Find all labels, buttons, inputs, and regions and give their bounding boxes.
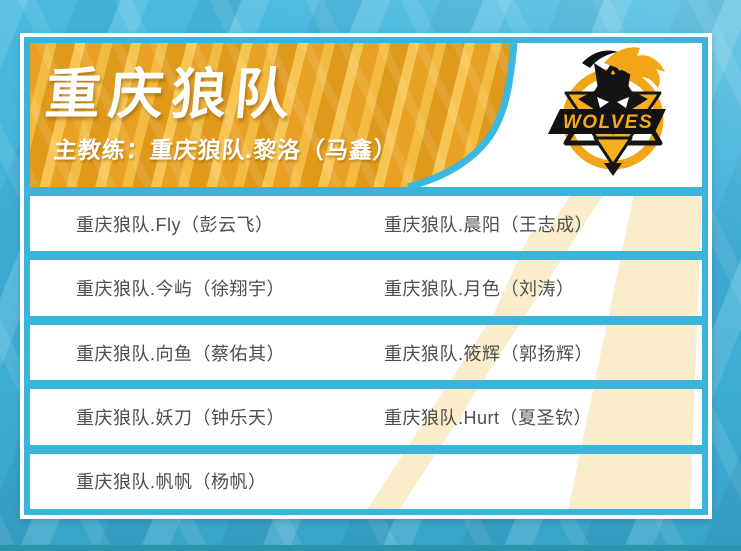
roster-row: 重庆狼队.向鱼（蔡佑其） 重庆狼队.筱辉（郭扬辉） bbox=[30, 325, 702, 380]
roster-row: 重庆狼队.妖刀（钟乐天） 重庆狼队.Hurt（夏圣钦） bbox=[30, 389, 702, 444]
chongqing-wolves-logo: WOLVES bbox=[548, 47, 666, 176]
player-roster: 重庆狼队.Fly（彭云飞） 重庆狼队.晨阳（王志成） 重庆狼队.今屿（徐翔宇） … bbox=[30, 196, 702, 509]
wolf-eye-right bbox=[617, 97, 629, 108]
logo-horn-black-accent bbox=[582, 50, 618, 68]
coach-line: 主教练：重庆狼队.黎洛（马鑫） bbox=[52, 137, 399, 163]
panel-curve-stripe bbox=[407, 43, 518, 187]
row-separator bbox=[30, 444, 702, 454]
roster-row: 重庆狼队.今屿（徐翔宇） 重庆狼队.月色（刘涛） bbox=[30, 260, 702, 315]
player-name: 重庆狼队.向鱼（蔡佑其） bbox=[76, 343, 285, 364]
logo-bottom-black-point bbox=[604, 163, 622, 176]
player-name: 重庆狼队.Hurt（夏圣钦） bbox=[384, 407, 593, 428]
player-name: 重庆狼队.妖刀（钟乐天） bbox=[76, 407, 285, 428]
roster-row: 重庆狼队.帆帆（杨帆） bbox=[30, 454, 702, 509]
player-name: 重庆狼队.晨阳（王志成） bbox=[384, 214, 593, 235]
team-name: 重庆狼队 bbox=[42, 63, 301, 125]
logo-panel: WOLVES bbox=[402, 43, 702, 187]
player-name: 重庆狼队.筱辉（郭扬辉） bbox=[384, 343, 593, 364]
roster-card: 重庆狼队 主教练：重庆狼队.黎洛（马鑫） bbox=[20, 33, 712, 519]
lightning-decor bbox=[30, 196, 702, 509]
wolf-face bbox=[578, 63, 648, 135]
row-separator bbox=[30, 315, 702, 325]
roster-rowlist: 重庆狼队.Fly（彭云飞） 重庆狼队.晨阳（王志成） 重庆狼队.今屿（徐翔宇） … bbox=[30, 196, 702, 509]
roster-row: 重庆狼队.Fly（彭云飞） 重庆狼队.晨阳（王志成） bbox=[30, 196, 702, 251]
card-content: 重庆狼队 主教练：重庆狼队.黎洛（马鑫） bbox=[30, 43, 702, 509]
logo-wordmark: WOLVES bbox=[563, 112, 653, 133]
player-name: 重庆狼队.Fly（彭云飞） bbox=[76, 214, 274, 235]
wolf-eye-left bbox=[597, 97, 609, 108]
bottom-teal-band bbox=[0, 545, 741, 551]
logo-wolf-horn bbox=[604, 47, 665, 88]
row-separator bbox=[30, 380, 702, 390]
logo-bottom-gold-point bbox=[593, 136, 633, 167]
logo-band bbox=[548, 109, 666, 134]
team-header: 重庆狼队 主教练：重庆狼队.黎洛（马鑫） bbox=[30, 43, 702, 187]
row-separator bbox=[30, 251, 702, 261]
player-name: 重庆狼队.帆帆（杨帆） bbox=[76, 472, 267, 493]
player-name: 重庆狼队.月色（刘涛） bbox=[384, 279, 575, 300]
player-name: 重庆狼队.今屿（徐翔宇） bbox=[76, 279, 285, 300]
